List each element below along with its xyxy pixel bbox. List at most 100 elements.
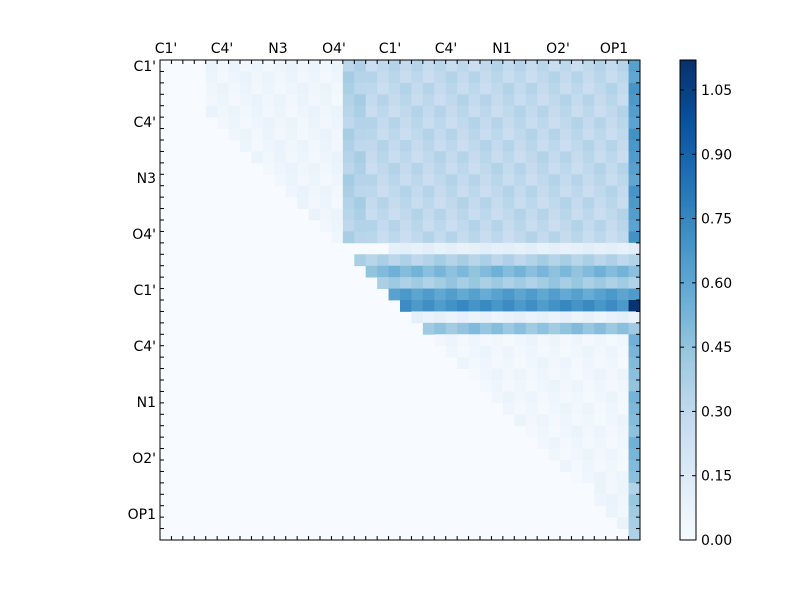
heatmap-cell [594,151,607,164]
heatmap-cell [480,288,492,301]
heatmap-cell [617,105,629,118]
heatmap-cell [605,322,618,335]
heatmap-cell [571,437,584,449]
heatmap-cell [308,60,321,72]
heatmap-cell [331,71,344,84]
heatmap-cell [514,242,527,255]
heatmap-cell [605,448,618,461]
heatmap-cell [628,128,641,141]
heatmap-cell [594,231,607,244]
heatmap-cell [617,151,629,164]
heatmap-cell [502,128,515,141]
heatmap-cell [354,208,367,221]
heatmap-cell [468,185,481,198]
heatmap-cell [537,174,549,187]
heatmap-cell [491,71,504,84]
y-tick-label: C4' [133,339,156,355]
heatmap-cell [411,71,424,84]
heatmap-cell [537,402,549,415]
heatmap-cell [445,300,458,312]
heatmap-cell [274,140,287,152]
heatmap-cell [502,94,515,107]
heatmap-cell [468,254,481,267]
heatmap-cell [502,151,515,164]
heatmap-cell [548,448,561,461]
heatmap-cell [308,94,321,107]
heatmap-cell [434,60,447,72]
heatmap-cell [228,82,241,95]
heatmap-cell [411,94,424,107]
heatmap-cell [537,277,549,289]
heatmap-cell [240,60,252,72]
heatmap-cell [582,60,595,72]
heatmap-cell [480,208,492,221]
heatmap-cell [628,517,641,529]
heatmap-cell [502,220,515,232]
heatmap-cell [525,128,538,141]
heatmap-cell [434,242,447,255]
heatmap-cell [331,231,344,244]
heatmap-cell [308,140,321,152]
heatmap-cell [514,151,527,164]
x-tick-label: C1' [379,41,402,57]
heatmap-cell [537,300,549,312]
heatmap-cell [548,71,561,84]
heatmap-cell [377,162,389,175]
heatmap-cell [308,71,321,84]
heatmap-cell [525,311,538,324]
heatmap-cell [457,94,469,107]
heatmap-cell [468,231,481,244]
heatmap-cell [560,425,572,438]
heatmap-cell [388,231,401,244]
heatmap-cell [548,425,561,438]
heatmap-cell [605,425,618,438]
heatmap-cell [617,208,629,221]
heatmap-cell [582,345,595,358]
heatmap-cell [514,391,527,404]
colorbar-tick-label: 0.75 [701,212,732,228]
heatmap-cell [228,117,241,129]
heatmap-cell [628,208,641,221]
heatmap-cell [297,174,309,187]
colorbar: 0.00 0.15 0.30 0.45 0.60 0.75 0.90 1.05 [679,59,732,549]
heatmap-cell [457,128,469,141]
heatmap-cell [514,357,527,369]
heatmap-cell [468,94,481,107]
heatmap-cell [548,151,561,164]
heatmap-cell [502,82,515,95]
heatmap-cell [594,391,607,404]
heatmap-cell [560,117,572,129]
heatmap-cell [571,300,584,312]
heatmap-cell [491,60,504,72]
heatmap-cell [457,60,469,72]
heatmap-cell [548,162,561,175]
heatmap-cell [480,357,492,369]
heatmap-cell [320,60,332,72]
heatmap-cell [628,220,641,232]
heatmap-cell [468,368,481,381]
heatmap-cell [594,345,607,358]
heatmap-cell [514,82,527,95]
heatmap-cell [605,185,618,198]
heatmap-cell [262,60,275,72]
heatmap-cell [354,117,367,129]
heatmap-cell [422,82,435,95]
heatmap-cell [491,197,504,209]
heatmap-cell [354,71,367,84]
heatmap-cell [571,82,584,95]
heatmap-cell [628,322,641,335]
heatmap-cell [514,231,527,244]
heatmap-cell [468,197,481,209]
heatmap-cell [537,231,549,244]
heatmap-cell [628,185,641,198]
heatmap-cell [354,220,367,232]
heatmap-cell [525,334,538,347]
heatmap-cell [354,151,367,164]
heatmap-cell [457,265,469,278]
heatmap-cell [491,288,504,301]
heatmap-cell [422,197,435,209]
heatmap-cell [582,151,595,164]
heatmap-cell [617,334,629,347]
heatmap-cell [445,71,458,84]
heatmap-cell [605,505,618,518]
